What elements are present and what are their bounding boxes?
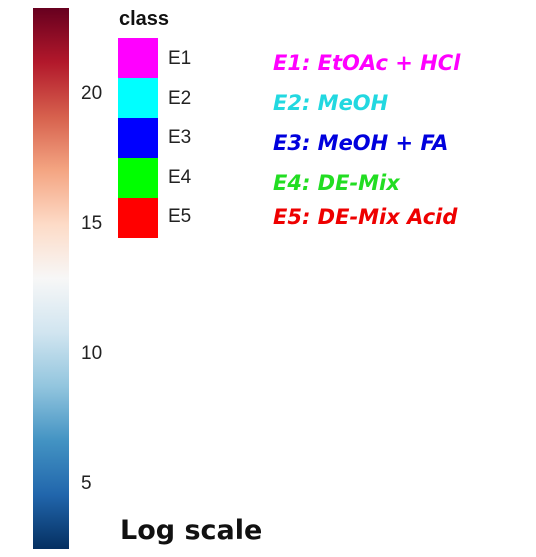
colorbar	[33, 8, 69, 549]
legend-label-e5: E5	[168, 206, 192, 227]
colorbar-scale-label: Log scale	[120, 515, 263, 546]
legend-title: class	[119, 8, 170, 30]
legend-swatch-e1	[118, 38, 158, 78]
colorbar-gradient	[33, 8, 69, 549]
legend-label-e2: E2	[168, 88, 192, 109]
legend-swatch-e2	[118, 78, 158, 118]
legend-label-e1: E1	[168, 48, 192, 69]
annotation-e2: E2: MeOH	[273, 91, 389, 115]
legend-swatch-e3	[118, 118, 158, 158]
legend-swatch-e5	[118, 198, 158, 238]
annotation-e4: E4: DE-Mix	[273, 171, 400, 195]
legend-swatch-e4	[118, 158, 158, 198]
annotation-e1: E1: EtOAc + HCl	[273, 51, 461, 75]
colorbar-tick-label: 20	[81, 82, 103, 104]
colorbar-tick-label: 10	[81, 342, 103, 364]
colorbar-tick-label: 15	[81, 212, 103, 234]
annotation-e5: E5: DE-Mix Acid	[273, 205, 458, 229]
colorbar-tick-label: 5	[81, 472, 92, 494]
legend-label-e3: E3	[168, 127, 192, 148]
annotation-e3: E3: MeOH + FA	[273, 131, 449, 155]
legend-label-e4: E4	[168, 167, 192, 188]
